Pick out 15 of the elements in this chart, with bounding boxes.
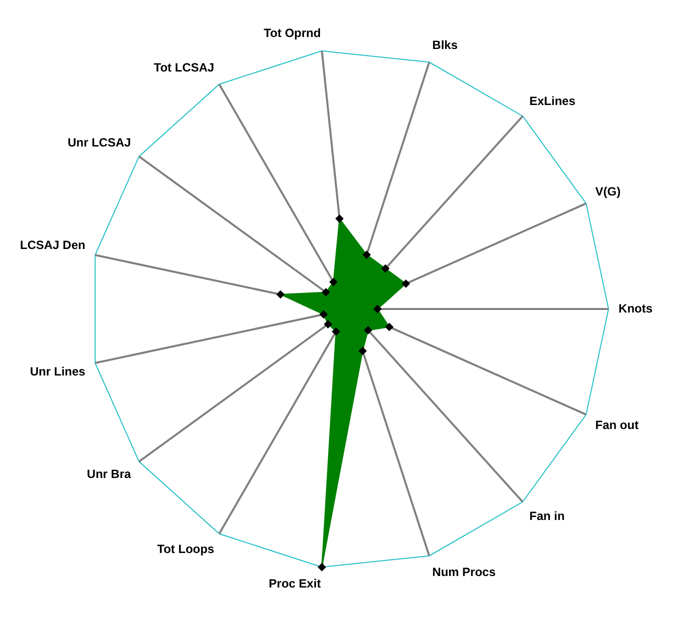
spoke-label: Unr Bra [86, 466, 132, 481]
spoke-label: Tot Loops [157, 542, 215, 556]
spoke-label: LCSAJ Den [20, 238, 86, 252]
spoke-label: Num Procs [432, 564, 496, 579]
spoke-label: V(G) [595, 184, 621, 198]
spoke-label: Fan out [595, 418, 639, 432]
spoke-label: Unr LCSAJ [68, 136, 131, 150]
spoke-label: Blks [432, 38, 458, 52]
spoke-label: Proc Exit [268, 576, 321, 591]
spoke-label: Tot Oprnd [264, 26, 321, 40]
spoke-label: Tot LCSAJ [154, 60, 214, 75]
spoke-label: Knots [618, 301, 653, 316]
spoke-label: Fan in [529, 508, 565, 523]
spoke-label: Unr Lines [30, 364, 86, 379]
spoke-label: ExLines [529, 94, 576, 108]
